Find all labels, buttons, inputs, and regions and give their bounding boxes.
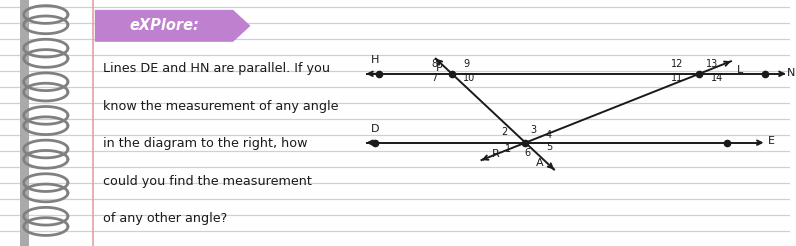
- Text: N: N: [787, 68, 795, 77]
- Text: 1: 1: [505, 144, 511, 154]
- Text: 10: 10: [463, 73, 475, 83]
- Text: 8: 8: [431, 60, 438, 69]
- Text: 6: 6: [525, 148, 531, 157]
- Text: Lines DE and HN are parallel. If you: Lines DE and HN are parallel. If you: [103, 62, 330, 75]
- Text: 3: 3: [530, 125, 537, 135]
- Text: H: H: [372, 55, 380, 65]
- Text: 2: 2: [501, 127, 508, 137]
- Text: D: D: [372, 124, 380, 134]
- Text: know the measurement of any angle: know the measurement of any angle: [103, 100, 338, 113]
- Text: 7: 7: [431, 73, 438, 83]
- Text: eXPlore:: eXPlore:: [129, 18, 199, 33]
- Text: 4: 4: [546, 130, 552, 140]
- Text: E: E: [768, 137, 775, 146]
- Text: A: A: [536, 158, 544, 168]
- Text: R: R: [492, 149, 500, 159]
- Text: P: P: [436, 63, 443, 73]
- Text: 13: 13: [706, 60, 718, 69]
- Polygon shape: [95, 10, 251, 42]
- Text: 11: 11: [671, 73, 683, 83]
- Text: 5: 5: [546, 142, 552, 152]
- Text: 12: 12: [671, 60, 683, 69]
- Text: could you find the measurement: could you find the measurement: [103, 175, 311, 187]
- Text: of any other angle?: of any other angle?: [103, 212, 227, 225]
- Text: L: L: [737, 65, 743, 75]
- Text: 9: 9: [463, 60, 469, 69]
- Text: in the diagram to the right, how: in the diagram to the right, how: [103, 137, 307, 150]
- FancyBboxPatch shape: [20, 0, 29, 246]
- Text: 14: 14: [711, 73, 723, 83]
